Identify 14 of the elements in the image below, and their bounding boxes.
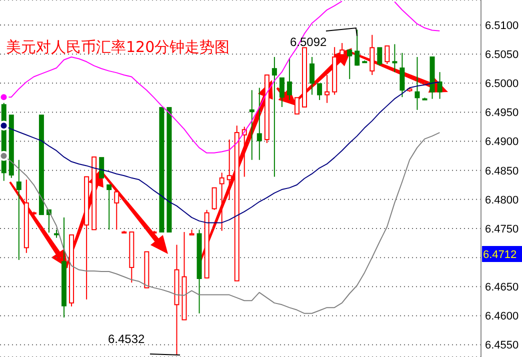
y-tick-label: 6.5100 [485, 20, 519, 32]
y-tick-label: 6.5050 [485, 48, 519, 61]
y-tick-label: 6.4850 [485, 165, 519, 178]
y-tick-label: 6.4800 [485, 194, 519, 206]
y-tick-label: 6.4950 [485, 107, 519, 120]
y-tick-label: 6.4900 [485, 136, 519, 148]
text: 美元对人民币汇率120分钟走势图 [6, 38, 230, 56]
y-tick-label: 6.4550 [485, 340, 519, 352]
y-tick-label: 6.5000 [485, 78, 519, 90]
annotation: 6.4532 [108, 332, 146, 346]
y-tick-label: 6.4750 [485, 223, 519, 236]
y-tick-label: 6.4600 [485, 310, 519, 323]
y-tick-label: 6.4650 [485, 282, 519, 294]
text: 6.4712 [483, 249, 517, 261]
